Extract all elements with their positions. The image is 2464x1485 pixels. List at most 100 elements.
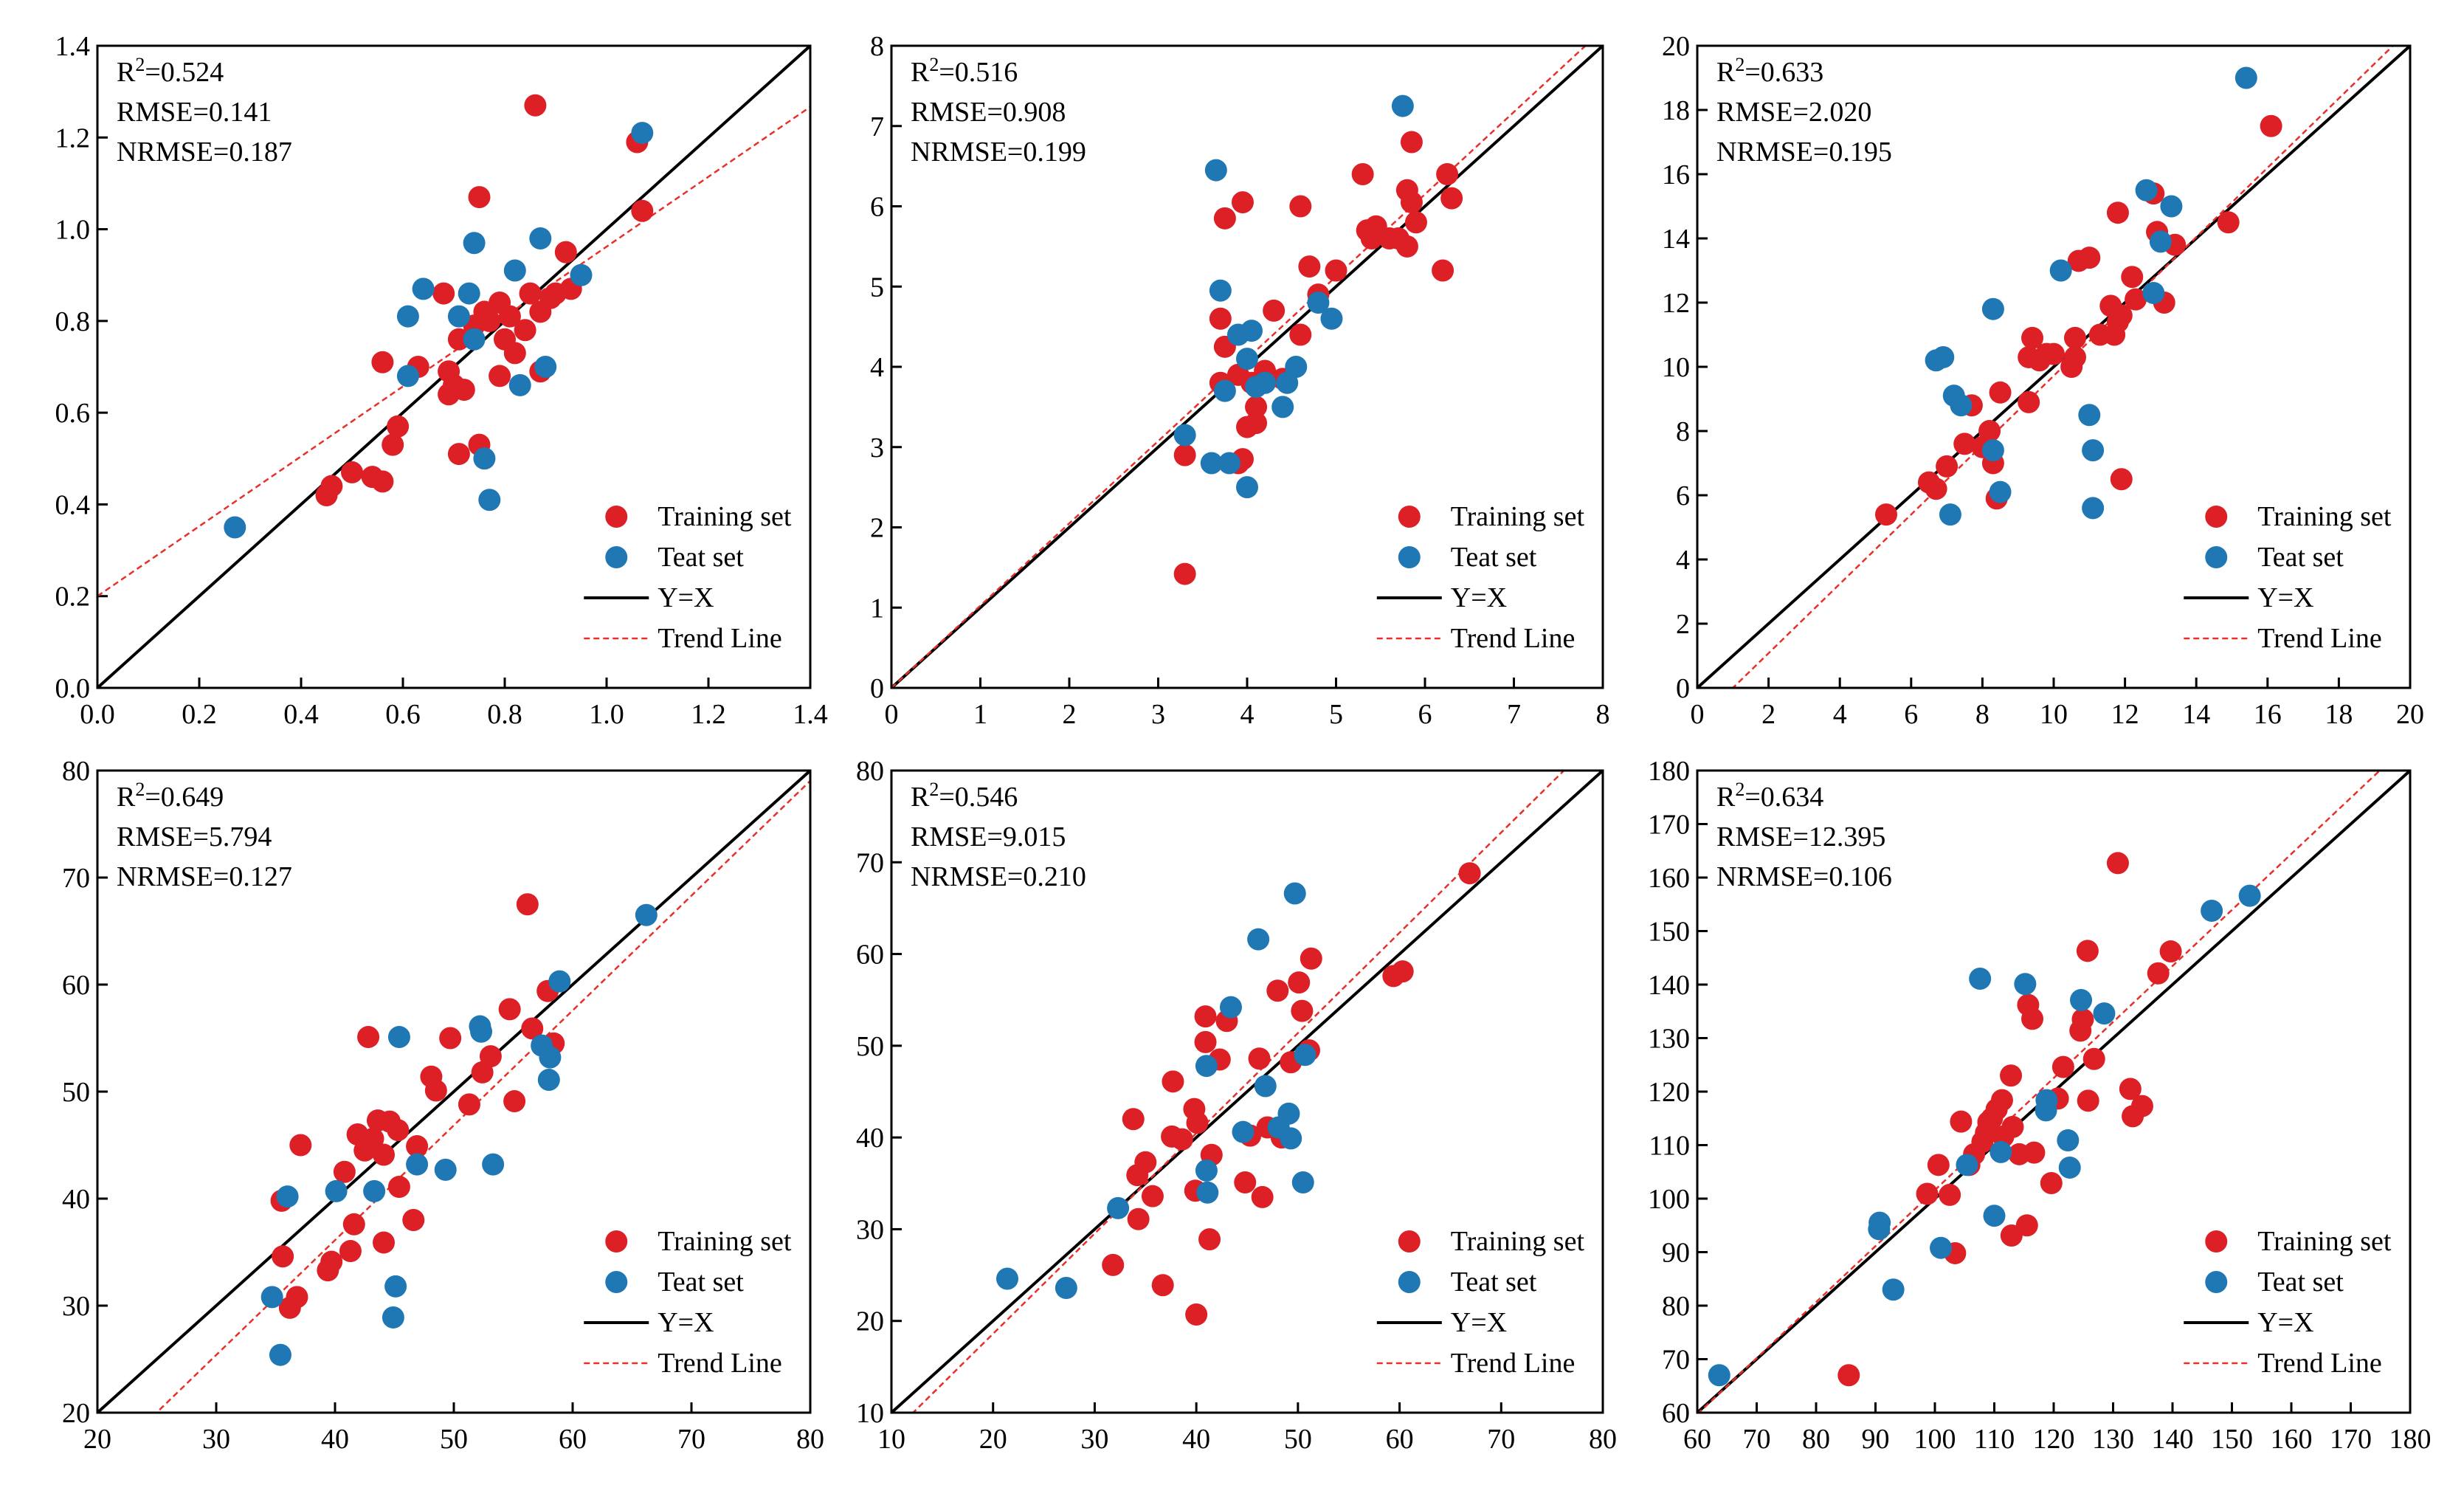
legend: Training set Teat set Y=X Trend Line [1376,501,1585,654]
training-point [333,1160,356,1183]
x-tick-label: 4 [1833,699,1847,730]
test-point [434,1158,457,1181]
x-tick-label: 20 [2396,699,2424,730]
test-point [1307,292,1330,314]
legend-training-marker [2205,1230,2228,1253]
y-tick-label: 0.4 [55,489,91,520]
test-point [2078,404,2101,427]
training-point [1925,478,1947,500]
training-point [320,1250,343,1273]
training-point [1198,1228,1221,1251]
y-tick-label: 10 [1662,352,1690,383]
x-tick-label: 3 [1151,699,1165,730]
y-tick-label: 50 [62,1077,90,1108]
x-tick-label: 0.6 [385,699,421,730]
y-tick-label: 100 [1648,1184,1690,1215]
y-tick-label: 7 [870,111,884,142]
training-point [1395,235,1418,258]
test-point [2234,66,2257,89]
x-tick-label: 40 [1182,1424,1210,1455]
training-point [362,1127,384,1150]
legend-training-label: Training set [1451,501,1585,532]
test-point [1254,1075,1277,1098]
x-tick-label: 0.4 [283,699,319,730]
y-tick-label: 30 [856,1214,884,1245]
test-point [2142,281,2165,304]
training-point [289,1134,312,1157]
rmse-label: RMSE=5.794 [117,821,272,852]
y-tick-label: 0.6 [55,398,91,429]
trend-line [97,106,810,597]
x-tick-label: 40 [321,1424,349,1455]
y-tick-label: 1 [870,593,884,624]
legend-test-marker [605,546,628,568]
test-point [1209,279,1232,302]
trend-line [155,780,810,1413]
test-point [1254,371,1277,394]
identity-line [97,771,810,1413]
test-point [508,373,531,396]
x-tick-label: 7 [1507,699,1521,730]
y-tick-label: 0 [870,673,884,704]
legend-test-marker [2205,1271,2228,1293]
training-point [2119,1078,2142,1100]
training-point [468,186,491,209]
training-point [503,342,526,365]
legend-identity-label: Y=X [2257,582,2313,613]
training-point [479,1045,502,1068]
x-tick-label: 0 [1691,699,1705,730]
test-point [224,516,246,539]
y-tick-label: 0.8 [55,306,91,337]
training-point [341,461,363,483]
test-point [406,1153,429,1176]
training-point [447,328,470,351]
legend-trend-label: Trend Line [2257,1348,2382,1379]
x-tick-label: 6 [1418,699,1432,730]
test-point [1990,1140,2012,1163]
training-point [1291,999,1314,1022]
test-point [2070,989,2093,1012]
legend-test-marker [1398,1271,1421,1293]
rmse-label: RMSE=9.015 [911,821,1066,852]
y-tick-label: 12 [1662,288,1690,319]
nrmse-label: NRMSE=0.187 [117,137,292,168]
training-point [1990,1089,2013,1112]
test-point [1219,996,1242,1019]
test-point [458,282,480,305]
test-point [1983,1205,2006,1227]
y-tick-label: 4 [870,352,884,383]
x-tick-label: 8 [1596,699,1610,730]
training-point [458,1093,480,1116]
nrmse-label: NRMSE=0.127 [117,861,292,892]
training-point [447,443,470,466]
y-tick-label: 120 [1648,1077,1690,1108]
x-tick-label: 50 [1284,1424,1312,1455]
training-point [371,351,394,373]
training-point [452,379,475,402]
test-point [534,356,557,378]
test-point [1200,452,1223,475]
x-tick-label: 20 [83,1424,111,1455]
training-point [1102,1253,1125,1276]
training-point [2018,390,2040,413]
x-tick-label: 80 [1589,1424,1617,1455]
rmse-label: RMSE=0.141 [117,97,272,128]
test-point [470,1020,493,1043]
y-tick-label: 40 [856,1123,884,1154]
y-tick-label: 14 [1662,224,1690,255]
x-tick-label: 50 [440,1424,468,1455]
training-point [1837,1364,1860,1387]
training-point [339,1240,362,1263]
training-point [1939,1183,1961,1206]
training-point [1989,381,2012,404]
test-point [1291,1171,1314,1194]
y-tick-label: 6 [1676,480,1690,511]
x-tick-label: 1.2 [691,699,726,730]
training-point [2078,247,2101,269]
test-point [2135,179,2158,201]
training-point [320,475,343,497]
y-tick-label: 90 [1662,1238,1690,1269]
training-point [1245,396,1268,418]
training-point [516,893,539,916]
test-point [396,365,419,387]
